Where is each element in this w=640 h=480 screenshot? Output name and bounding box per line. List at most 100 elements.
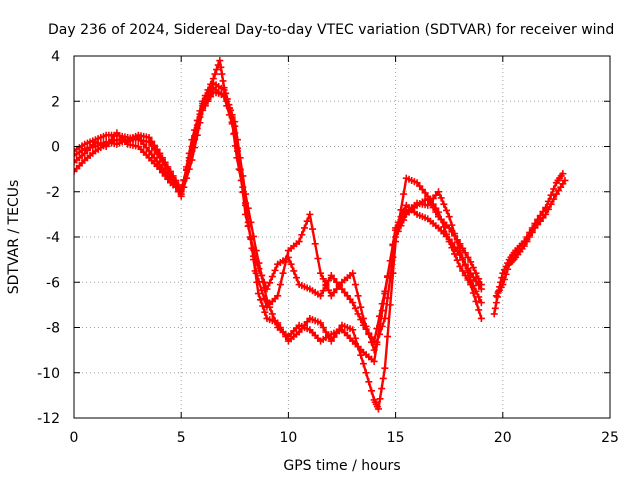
data-point [448, 221, 456, 229]
data-point [528, 228, 536, 236]
x-tick-label: 25 [601, 430, 619, 446]
data-point [295, 238, 303, 246]
data-point [437, 194, 445, 202]
data-point [451, 243, 459, 251]
y-tick-label: 0 [51, 140, 60, 156]
data-point [322, 282, 330, 290]
data-point [477, 281, 485, 289]
series-line [495, 179, 567, 297]
data-point [384, 272, 392, 280]
data-point [172, 176, 180, 184]
data-point [276, 281, 284, 289]
data-point [319, 275, 327, 283]
data-point [542, 210, 550, 218]
data-point [223, 95, 231, 103]
data-point [279, 269, 287, 277]
data-point [177, 188, 185, 196]
data-point [389, 241, 397, 249]
x-tick-label: 20 [494, 430, 512, 446]
data-point [394, 222, 402, 230]
y-tick-label: -8 [46, 321, 60, 337]
y-tick-label: -12 [37, 411, 60, 427]
data-point [292, 274, 300, 282]
data-point [357, 303, 365, 311]
data-series [74, 57, 569, 413]
data-point [491, 304, 499, 312]
data-point [469, 282, 477, 290]
data-point [260, 295, 268, 303]
data-point [456, 262, 464, 270]
data-point [397, 217, 405, 225]
data-point [156, 149, 164, 157]
axis-ticks: 0 5 10 15 20 25 -12 -10 -8 -6 -4 -2 0 2 4 [37, 49, 619, 446]
data-point [218, 70, 226, 78]
data-point [300, 224, 308, 232]
data-point [169, 172, 177, 180]
series-track-a [74, 57, 485, 413]
data-point [309, 225, 317, 233]
data-point [370, 357, 378, 365]
data-point [461, 249, 469, 257]
data-point [547, 200, 555, 208]
y-tick-label: -2 [46, 185, 60, 201]
data-point [475, 293, 483, 301]
data-point [188, 143, 196, 150]
data-point [472, 297, 480, 305]
data-point [166, 167, 174, 175]
data-point [381, 364, 389, 372]
data-point [268, 273, 276, 281]
data-point [467, 258, 475, 266]
data-point [502, 270, 510, 278]
data-point [376, 312, 384, 320]
data-point [161, 158, 169, 166]
data-point [225, 104, 233, 112]
data-point [325, 277, 333, 285]
data-point [526, 233, 534, 241]
y-axis-label: SDTVAR / TECUs [6, 180, 22, 295]
data-point [477, 314, 485, 322]
data-point [199, 100, 207, 108]
data-point [365, 329, 373, 337]
data-point [443, 206, 451, 214]
series-track-d [74, 79, 485, 345]
data-point [475, 306, 483, 314]
data-point [298, 231, 306, 239]
data-point [258, 271, 266, 279]
data-point [327, 337, 335, 345]
data-point [196, 110, 204, 118]
data-point [384, 333, 392, 341]
data-point [520, 242, 528, 250]
data-point [472, 269, 480, 277]
data-point [477, 299, 485, 307]
data-point [400, 213, 408, 221]
data-point [499, 281, 507, 289]
data-point [191, 132, 199, 140]
data-point [378, 300, 386, 308]
y-tick-label: -6 [46, 275, 60, 291]
data-point [247, 234, 255, 242]
data-point [314, 254, 322, 262]
data-point [354, 292, 362, 300]
data-point [306, 210, 314, 218]
data-point [252, 258, 260, 266]
data-point [290, 267, 298, 275]
data-point [384, 294, 392, 302]
data-point [150, 141, 158, 149]
data-point [180, 176, 188, 184]
data-point [367, 387, 375, 395]
data-point [207, 84, 215, 92]
data-point [354, 310, 362, 318]
y-tick-label: -4 [46, 230, 60, 246]
data-point [233, 144, 241, 152]
data-point [459, 267, 467, 275]
data-point [244, 222, 252, 230]
data-point [365, 378, 373, 386]
data-point [158, 154, 166, 162]
data-point [213, 66, 221, 74]
data-point [284, 253, 292, 261]
x-axis-label: GPS time / hours [283, 458, 400, 474]
data-point [317, 319, 325, 327]
data-point [268, 310, 276, 318]
y-tick-label: 2 [51, 94, 60, 110]
x-tick-label: 0 [70, 430, 79, 446]
